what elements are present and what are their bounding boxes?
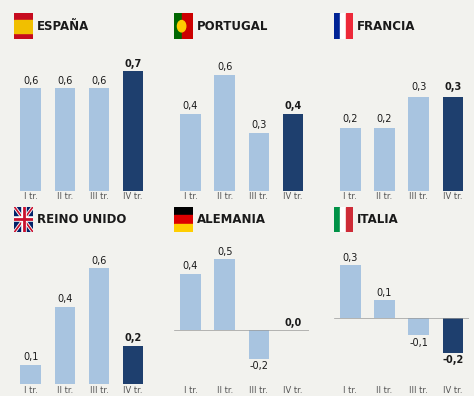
Bar bbox=[374, 300, 395, 318]
Bar bbox=[374, 128, 395, 191]
Text: ESPAÑA: ESPAÑA bbox=[37, 20, 90, 33]
Text: 0,4: 0,4 bbox=[183, 101, 198, 111]
Text: -0,1: -0,1 bbox=[409, 338, 428, 348]
Bar bbox=[55, 307, 75, 384]
Text: 0,2: 0,2 bbox=[125, 333, 142, 343]
Text: ALEMANIA: ALEMANIA bbox=[197, 213, 266, 226]
Bar bbox=[340, 128, 361, 191]
Bar bbox=[20, 365, 41, 384]
Text: PORTUGAL: PORTUGAL bbox=[197, 20, 268, 33]
Text: 0,6: 0,6 bbox=[217, 62, 232, 72]
Text: 0,3: 0,3 bbox=[343, 253, 358, 263]
Bar bbox=[283, 114, 303, 191]
Text: 0,6: 0,6 bbox=[91, 76, 107, 86]
Bar bbox=[443, 97, 463, 191]
Text: 0,6: 0,6 bbox=[57, 76, 73, 86]
Text: 0,3: 0,3 bbox=[251, 120, 266, 130]
Text: 0,5: 0,5 bbox=[217, 247, 232, 257]
Bar bbox=[180, 274, 201, 330]
Text: 0,7: 0,7 bbox=[125, 59, 142, 69]
Bar bbox=[20, 88, 41, 191]
Text: 0,6: 0,6 bbox=[91, 255, 107, 266]
Text: 0,4: 0,4 bbox=[284, 101, 301, 111]
Bar bbox=[180, 114, 201, 191]
Text: 0,1: 0,1 bbox=[23, 352, 38, 362]
Text: 0,2: 0,2 bbox=[343, 114, 358, 124]
Text: 0,4: 0,4 bbox=[57, 294, 73, 304]
Text: REINO UNIDO: REINO UNIDO bbox=[37, 213, 127, 226]
Text: FRANCIA: FRANCIA bbox=[357, 20, 415, 33]
Bar bbox=[443, 318, 463, 353]
Text: 0,2: 0,2 bbox=[377, 114, 392, 124]
Text: 0,3: 0,3 bbox=[411, 82, 426, 92]
Bar bbox=[123, 71, 144, 191]
Bar bbox=[89, 268, 109, 384]
Bar bbox=[55, 88, 75, 191]
Text: 0,0: 0,0 bbox=[284, 318, 301, 328]
Bar bbox=[340, 265, 361, 318]
Text: 0,1: 0,1 bbox=[377, 287, 392, 298]
Text: ITALIA: ITALIA bbox=[357, 213, 399, 226]
Bar bbox=[409, 97, 429, 191]
Text: -0,2: -0,2 bbox=[442, 355, 464, 365]
Bar bbox=[123, 346, 144, 384]
Text: 0,3: 0,3 bbox=[444, 82, 462, 92]
Bar bbox=[248, 330, 269, 359]
Bar bbox=[409, 318, 429, 335]
Text: 0,4: 0,4 bbox=[183, 261, 198, 271]
Text: -0,2: -0,2 bbox=[249, 361, 268, 371]
Bar bbox=[214, 259, 235, 330]
Bar bbox=[214, 75, 235, 191]
Text: 0,6: 0,6 bbox=[23, 76, 38, 86]
Bar bbox=[89, 88, 109, 191]
Bar bbox=[248, 133, 269, 191]
